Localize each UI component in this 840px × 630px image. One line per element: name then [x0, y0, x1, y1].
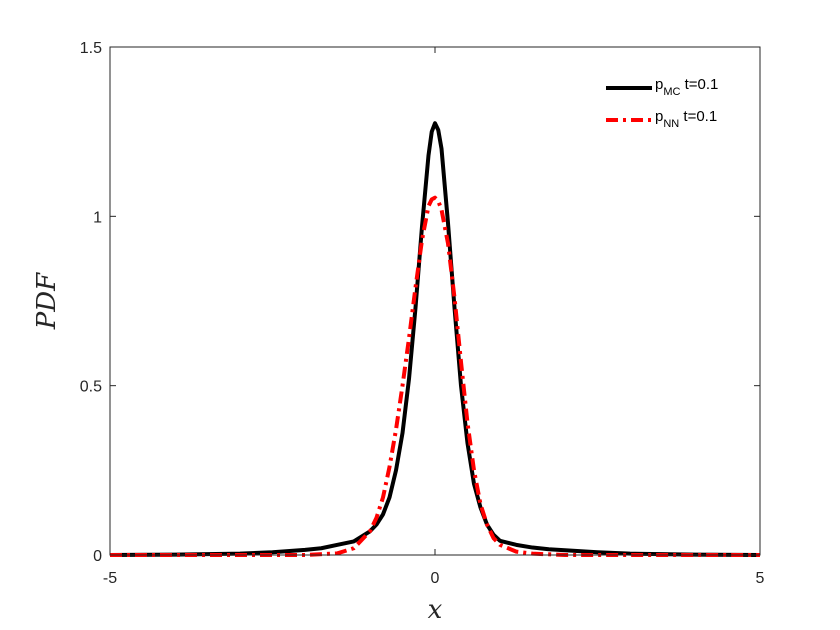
y-axis-title: PDF	[32, 272, 62, 330]
y-tick-label: 1	[93, 209, 102, 226]
legend-label-subscript: NN	[663, 118, 679, 130]
y-tick-label: 1.5	[80, 40, 102, 57]
y-tick-label: 0	[93, 548, 102, 565]
x-tick-label: 0	[431, 570, 440, 587]
x-tick-label: 5	[756, 570, 765, 587]
x-axis-title: x	[428, 595, 443, 625]
series-line-nn	[110, 195, 760, 557]
legend-label-suffix: t=0.1	[679, 108, 717, 125]
y-tick-label: 0.5	[80, 379, 102, 396]
legend-label-suffix: t=0.1	[680, 76, 718, 93]
legend-label-base: p	[655, 108, 663, 125]
legend-label-base: p	[655, 76, 663, 93]
ticks-layer: -5 0 500.511.5	[80, 40, 765, 587]
legend-label-mc: pMC t=0.1	[655, 76, 718, 98]
x-tick-label: -5	[103, 570, 117, 587]
series-layer	[109, 121, 761, 557]
legend-label-nn: pNN t=0.1	[655, 108, 717, 130]
legend-label-subscript: MC	[663, 86, 680, 98]
series-line-mc	[109, 121, 761, 557]
